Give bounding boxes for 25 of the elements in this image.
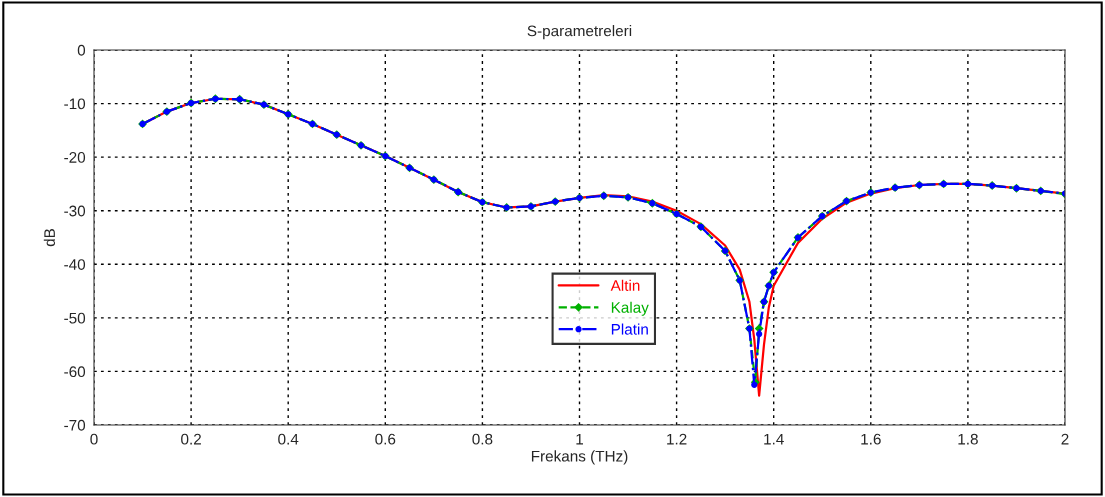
- y-tick-label: -30: [64, 205, 86, 217]
- y-tick-label: -50: [64, 312, 86, 324]
- x-tick-label: 0.4: [278, 433, 299, 445]
- x-tick-label: 0: [90, 433, 98, 445]
- y-tick-label: -40: [64, 259, 86, 270]
- x-tick-label: 1.8: [958, 433, 978, 445]
- y-tick-label: 0: [77, 44, 86, 56]
- x-axis-title: Frekans (THz): [531, 450, 628, 465]
- legend-label: Platin: [611, 323, 648, 335]
- y-tick-label: -10: [64, 98, 86, 110]
- x-tick-label: 0.8: [472, 433, 493, 445]
- y-tick-label: -60: [64, 366, 86, 378]
- x-tick-label: 1.2: [667, 433, 687, 445]
- legend-label: Kalay: [611, 301, 649, 316]
- x-tick-label: 1: [576, 433, 583, 445]
- chart-title: S-parametreleri: [527, 25, 632, 40]
- legend-label: Altin: [610, 279, 640, 291]
- x-tick-label: 0.2: [181, 433, 201, 445]
- y-tick-label: -20: [64, 152, 86, 163]
- x-tick-label: 2: [1061, 433, 1069, 445]
- y-tick-label: -70: [64, 419, 86, 431]
- x-tick-label: 0.6: [375, 433, 396, 445]
- y-axis-title: dB: [43, 228, 56, 247]
- x-tick-label: 1.4: [764, 433, 784, 445]
- x-tick-label: 1.6: [861, 433, 881, 445]
